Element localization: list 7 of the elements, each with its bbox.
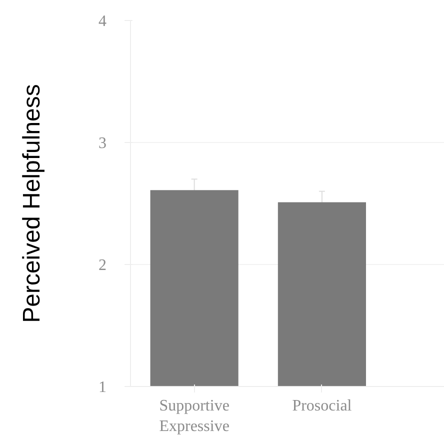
y-tick-label: 4 xyxy=(98,13,106,30)
x-tick-label: Supportive Expressive xyxy=(159,398,230,435)
y-tick-label: 1 xyxy=(98,379,106,396)
y-axis-title: Perceived Helpfulness xyxy=(18,84,46,323)
y-tick-label: 2 xyxy=(98,257,106,274)
x-tick-label: Prosocial xyxy=(292,398,352,414)
y-tick-label: 3 xyxy=(98,135,106,152)
